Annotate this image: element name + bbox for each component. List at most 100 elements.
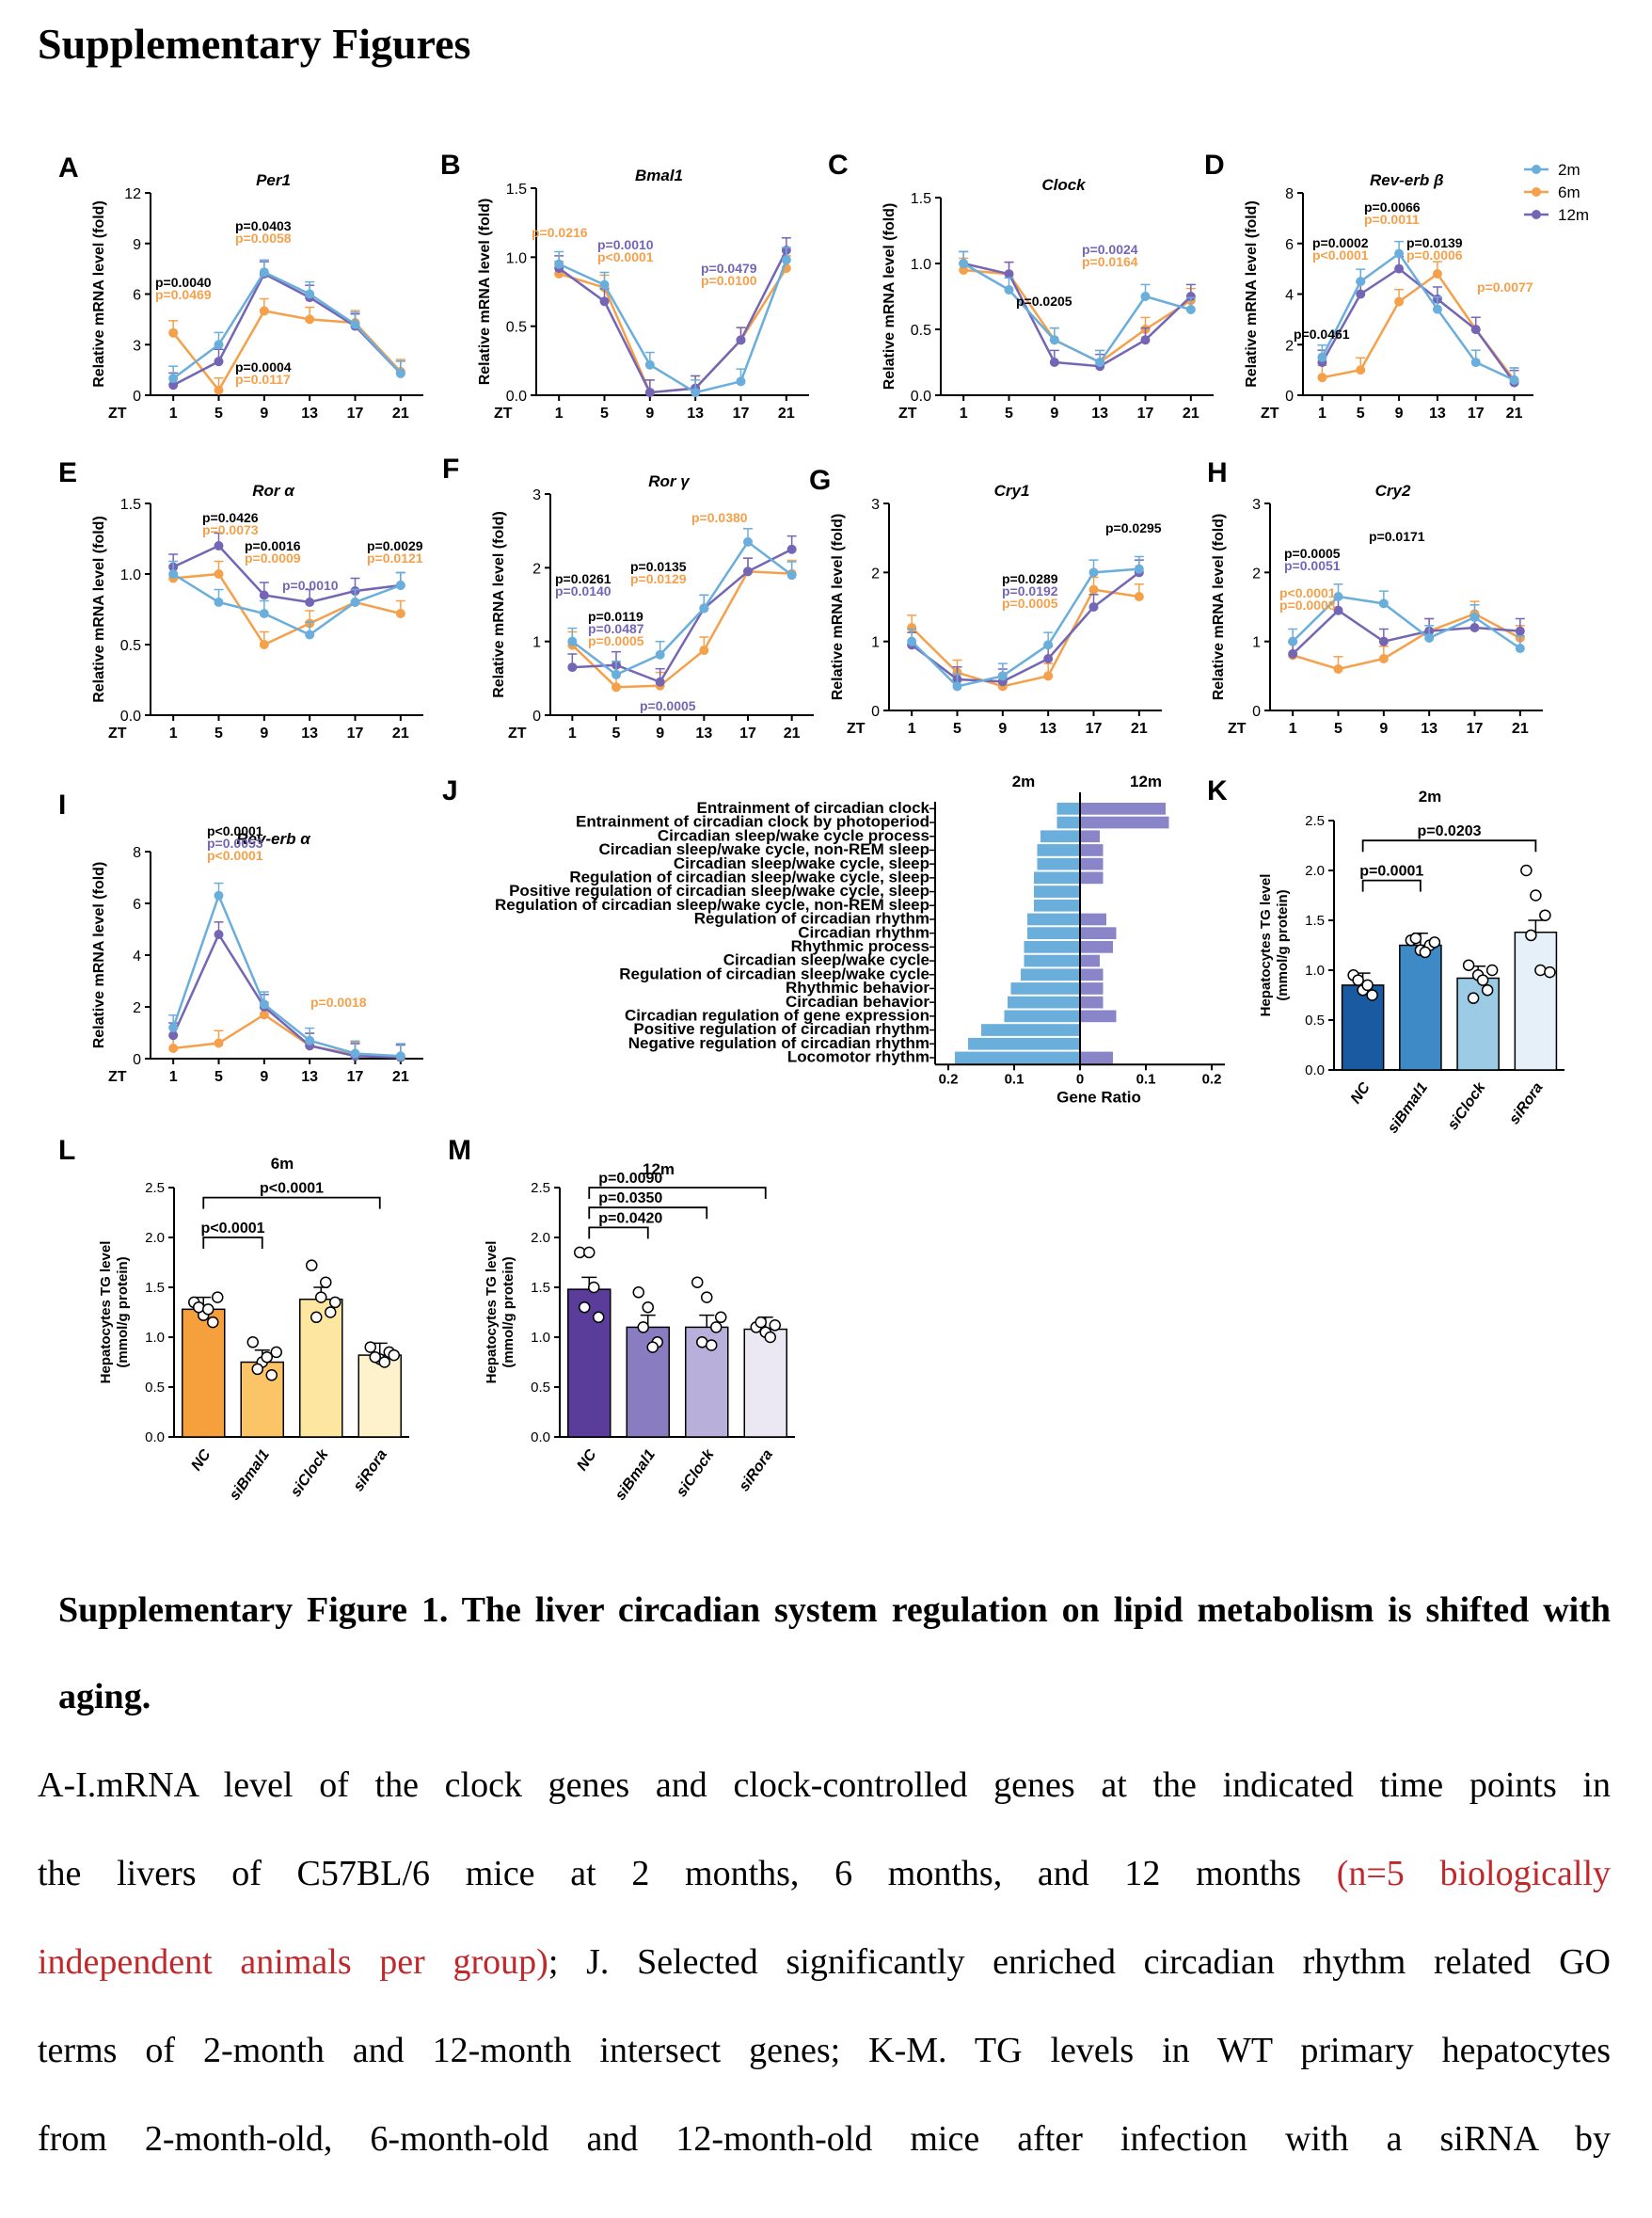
bracket-p-value: p=0.0001: [1359, 864, 1423, 880]
p-value-label: p=0.0171: [1369, 529, 1425, 544]
data-point-m2: [736, 376, 746, 387]
x-tick-label: 13: [301, 726, 318, 742]
significance-bracket: [202, 1196, 381, 1209]
data-point-m6: [214, 1038, 224, 1048]
bar-12m: [1080, 941, 1113, 953]
x-tick-label: 1: [568, 726, 577, 742]
y-tick-label: 12: [124, 186, 141, 202]
p-value-label: p=0.0005: [1284, 546, 1341, 561]
x-tick-label: 13: [695, 726, 712, 742]
panel-letter: J: [442, 775, 458, 806]
data-point-m12: [214, 541, 224, 551]
data-point-m2: [168, 1023, 179, 1032]
p-value-label: p=0.0289: [1002, 571, 1058, 586]
x-tick-label: 21: [392, 726, 409, 742]
x-tick-label: 9: [1395, 406, 1404, 422]
data-point-m6: [1394, 296, 1405, 307]
data-point: [251, 1363, 263, 1376]
bar-12m: [1080, 927, 1117, 939]
panel-d: D Rev-erb β Relative mRNA level (fold) 0 2 4 6…: [1204, 150, 1533, 422]
data-point-m6: [1333, 664, 1343, 674]
data-point-m2: [395, 368, 405, 378]
go-term-label: Circadian behavior: [786, 993, 929, 1011]
bar-12m: [1080, 803, 1166, 815]
data-point: [632, 1286, 644, 1299]
x-tick-label: 17: [347, 726, 364, 742]
go-term-label: Circadian sleep/wake cycle: [723, 951, 929, 969]
significance-bracket: [1361, 879, 1422, 892]
x-tick-label: 1: [1318, 406, 1326, 422]
data-point-m2: [554, 259, 564, 269]
p-value-label: p=0.0005: [1002, 596, 1058, 611]
p-value-label: p=0.0164: [1082, 254, 1138, 269]
data-point-m6: [395, 609, 405, 618]
bar-2m: [1034, 886, 1080, 898]
data-point: [1485, 964, 1499, 977]
p-value-label: p=0.0005: [588, 633, 644, 648]
p-value-label: p=0.0077: [1477, 279, 1533, 295]
p-value-label: p=0.0135: [630, 559, 687, 574]
p-value-label: p=0.0005: [640, 698, 696, 713]
panel-letter: G: [809, 465, 831, 496]
x-tick-label: siBmal1: [1385, 1079, 1431, 1136]
series-line-m12: [962, 262, 1192, 368]
x-tick-label: 5: [612, 726, 621, 742]
data-point-m2: [952, 681, 962, 692]
go-term-label: Regulation of circadian sleep/wake cycle…: [569, 869, 929, 886]
data-point-m2: [1049, 335, 1059, 345]
data-point-m12: [1515, 626, 1525, 636]
y-tick-label: 2: [532, 561, 541, 577]
go-term-label: Circadian sleep/wake cycle process: [658, 826, 929, 844]
p-value-label: p=0.0403: [235, 218, 292, 233]
data-point-m12: [1288, 648, 1298, 659]
data-point-m6: [259, 1010, 269, 1020]
bracket-p-value: p=0.0350: [598, 1190, 662, 1206]
data-point-m2: [1333, 592, 1343, 601]
x-tick-label: 17: [1086, 721, 1103, 737]
panel-title: 2m: [1419, 788, 1442, 806]
data-point-m2: [1140, 292, 1151, 301]
zt-label: ZT: [1228, 721, 1247, 737]
data-point: [1419, 946, 1432, 959]
bar-2m: [1034, 899, 1080, 912]
go-term-label: Circadian sleep/wake cycle, sleep: [674, 854, 929, 872]
x-tick-label: 17: [733, 406, 750, 422]
p-value-label: p=0.0004: [235, 359, 292, 375]
p-value-label: p=0.0117: [235, 372, 291, 387]
data-point-m2: [259, 267, 269, 278]
y-tick-label: 1.0: [145, 1330, 165, 1346]
data-point: [388, 1348, 400, 1362]
panel-title: Per1: [256, 171, 291, 189]
panel-k: K 2m Hepatocytes TG level (mmol/g protein) 0…: [1207, 775, 1565, 1137]
data-point-m2: [1288, 636, 1298, 646]
x-tick-label: 21: [778, 406, 795, 422]
data-point: [691, 1276, 704, 1288]
x-tick-label: 13: [1040, 721, 1056, 737]
y-tick-label: 0.0: [911, 389, 931, 405]
data-point: [1409, 932, 1422, 945]
data-point: [701, 1291, 713, 1303]
bar-2m: [955, 1051, 1080, 1064]
p-value-label: p=0.0119: [588, 609, 643, 624]
p-value-label: p=0.0479: [701, 261, 757, 276]
data-point: [1467, 992, 1480, 1004]
y-tick-label: 8: [133, 845, 141, 861]
p-value-label: p=0.0426: [202, 510, 259, 525]
data-point-m12: [1469, 623, 1480, 632]
data-point-m12: [786, 544, 797, 554]
panel-letter: A: [58, 152, 79, 184]
p-value-label: p=0.0487: [588, 621, 644, 636]
y-tick-label: 1.0: [1305, 963, 1325, 979]
panel-title: Cry1: [994, 482, 1030, 500]
x-tick-label: siRora: [1506, 1079, 1547, 1127]
p-value-label: p=0.0100: [701, 273, 757, 288]
bar-12m: [1080, 844, 1104, 856]
data-point-m12: [1470, 325, 1481, 335]
y-tick-label: 2: [133, 1000, 141, 1016]
data-point-m12: [743, 566, 753, 577]
bar-2m: [1010, 982, 1080, 995]
series-line-m6: [173, 572, 402, 646]
zt-label: ZT: [494, 406, 513, 422]
y-tick-label: 0.0: [531, 1429, 550, 1445]
y-tick-label: 1: [1252, 635, 1261, 651]
